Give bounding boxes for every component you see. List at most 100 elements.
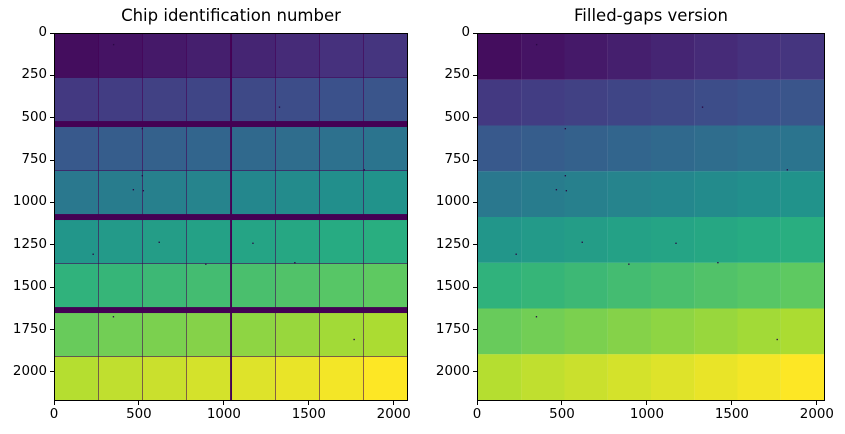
chip-cell [98,220,143,264]
bad-pixel-dot [555,189,558,191]
x-tick-mark [308,401,310,405]
chip-cell [607,354,652,400]
chip-cell [363,170,407,215]
chip-cell [478,34,522,80]
chip-cell [607,217,652,263]
y-tick-mark [473,201,477,203]
chip-cell [142,356,187,400]
chip-cell [651,262,695,309]
y-tick-label: 750 [444,152,470,168]
chip-cell [186,356,231,400]
y-tick-label: 750 [21,152,47,168]
chip-cell [694,354,738,400]
chip-cell [737,34,781,80]
x-tick-label: 1000 [206,407,241,422]
chip-cell [98,34,143,78]
bad-pixel-dot [701,106,704,108]
chip-cell [98,77,143,122]
x-tick-mark [561,401,563,405]
chip-cell [694,34,738,80]
bad-pixel-dot [141,128,143,130]
chip-cell [186,263,231,308]
chip-cell [142,77,187,122]
chip-cell [737,171,781,218]
chip-cell [737,79,781,126]
chip-cell [55,356,99,400]
y-tick-label: 1750 [12,321,47,337]
x-tick-label: 2000 [376,407,411,422]
y-tick-mark [473,159,477,161]
left-heatmap-chip-id [54,33,408,401]
chip-cell [478,262,522,309]
y-tick-label: 0 [38,25,47,40]
chip-cell [186,34,231,78]
bad-pixel-dot [363,169,365,171]
chip-cell [232,313,276,357]
chip-cell [232,170,276,215]
filled-mosaic-svg [478,34,824,400]
chip-cell [319,313,364,357]
bad-pixel-dot [564,175,567,177]
y-tick-mark [50,329,54,330]
chip-cell [780,34,824,80]
chip-cell [363,77,407,122]
chip-cell [319,170,364,215]
chip-cell [55,263,99,308]
chip-cell [564,217,608,263]
chip-cell [275,220,320,264]
chip-cell [694,262,738,309]
chip-cell [651,354,695,400]
chip-cell [780,171,824,218]
chip-cell [694,217,738,263]
y-tick-mark [50,201,54,203]
chip-cell [478,171,522,218]
chip-cell [651,125,695,172]
y-tick-label: 1000 [12,194,47,210]
chip-cell [319,356,364,400]
chip-mosaic-svg [55,34,407,400]
chip-cell [142,127,187,171]
y-tick-label: 1250 [435,236,470,252]
chip-cell [55,220,99,264]
bad-pixel-dot [786,169,789,171]
bad-pixel-dot [675,242,677,244]
bad-pixel-dot [776,338,778,341]
chip-cell [737,354,781,400]
y-tick-mark [50,117,54,119]
chip-cell [521,171,565,218]
x-tick-mark [138,401,140,405]
chip-cell [98,263,143,308]
bad-pixel-dot [141,175,143,177]
chip-cell [186,170,231,215]
chip-cell [780,79,824,126]
bad-pixel-dot [564,128,567,130]
y-tick-label: 0 [461,25,470,40]
chip-cell [564,79,608,126]
y-tick-mark [473,117,477,119]
x-tick-label: 0 [49,407,59,422]
chip-cell [319,127,364,171]
chip-cell [275,127,320,171]
y-tick-mark [473,329,477,330]
bad-pixel-dot [92,253,94,255]
chip-cell [142,34,187,78]
chip-cell [694,308,738,355]
chip-cell [363,356,407,400]
y-tick-mark [473,244,477,246]
y-tick-label: 1250 [12,236,47,252]
chip-cell [55,170,99,215]
chip-cell [98,313,143,357]
chip-cell [607,34,652,80]
chip-cell [275,356,320,400]
x-tick-label: 1000 [629,407,664,422]
chip-cell [55,77,99,122]
chip-cell [521,79,565,126]
chip-cell [232,127,276,171]
y-tick-label: 500 [21,109,47,125]
chip-cell [232,263,276,308]
y-tick-mark [50,371,54,373]
bad-pixel-dot [252,242,254,244]
y-tick-mark [473,74,477,76]
chip-cell [564,125,608,172]
chip-cell [607,171,652,218]
